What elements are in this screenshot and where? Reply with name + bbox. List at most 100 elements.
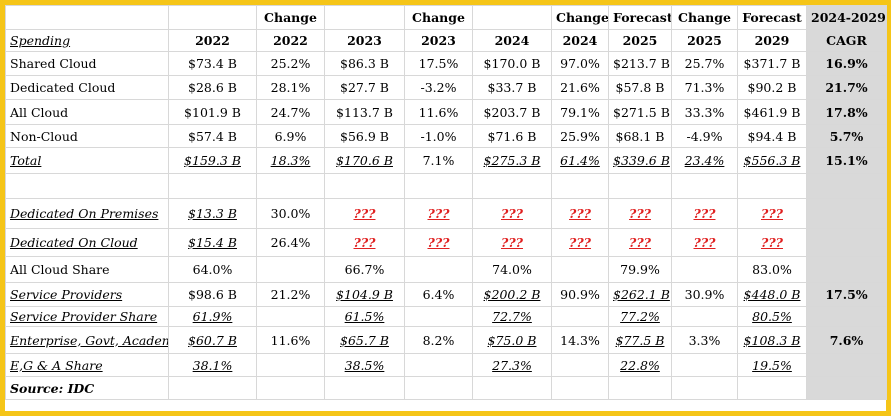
- table-cell: ???: [472, 198, 552, 229]
- table-cell: [404, 256, 473, 283]
- table-cell: 25.7%: [671, 51, 738, 76]
- table-row: Dedicated On Cloud $15.4 B 26.4%??????????…: [5, 228, 887, 257]
- table-cell: $101.9 B: [168, 99, 257, 125]
- table-cell: -1.0%: [404, 124, 473, 148]
- table-cell: 74.0%: [472, 256, 552, 283]
- cagr-cell: [806, 198, 887, 229]
- table-cell: 24.7%: [256, 99, 325, 125]
- source-note: Source: IDC: [5, 376, 169, 400]
- table-cell: 83.0%: [737, 256, 807, 283]
- table-cell: 61.9%: [168, 306, 257, 327]
- col-header: Change: [551, 5, 609, 30]
- table-cell: 38.5%: [324, 353, 405, 377]
- header-row-1: Change Change Change Forecast Change For…: [5, 5, 887, 30]
- table-cell: ???: [324, 228, 405, 257]
- table-cell: 25.2%: [256, 51, 325, 76]
- table-cell: $108.3 B: [737, 326, 807, 354]
- table-row: Total $159.3 B 18.3% $170.6 B 7.1% $275.3 B 61…: [5, 147, 887, 174]
- table-cell: 11.6%: [256, 326, 325, 354]
- table-cell: 18.3%: [256, 147, 325, 174]
- col-header: Change: [671, 5, 738, 30]
- row-label: Total: [5, 147, 169, 174]
- table-cell: 30.0%: [256, 198, 325, 229]
- cagr-cell: 17.8%: [806, 99, 887, 125]
- table-cell: 66.7%: [324, 256, 405, 283]
- row-label: Non-Cloud: [5, 124, 169, 148]
- cagr-cell: 21.7%: [806, 75, 887, 100]
- table-cell: [256, 173, 325, 199]
- row-label: All Cloud: [5, 99, 169, 125]
- table-cell: 97.0%: [551, 51, 609, 76]
- table-cell: 72.7%: [472, 306, 552, 327]
- cagr-cell: 7.6%: [806, 326, 887, 354]
- table-cell: $57.8 B: [608, 75, 672, 100]
- table-cell: 6.9%: [256, 124, 325, 148]
- table-cell: [256, 256, 325, 283]
- table-cell: $271.5 B: [608, 99, 672, 125]
- table-cell: 21.2%: [256, 282, 325, 307]
- row-label: Dedicated On Premises: [5, 198, 169, 229]
- table-row: All Cloud $101.9 B 24.7% $113.7 B 11.6% $203.…: [5, 99, 887, 125]
- table-cell: -4.9%: [671, 124, 738, 148]
- table-cell: ???: [671, 228, 738, 257]
- table-cell: $275.3 B: [472, 147, 552, 174]
- table-cell: $73.4 B: [168, 51, 257, 76]
- table-cell: 80.5%: [737, 306, 807, 327]
- cagr-cell: [806, 228, 887, 257]
- table-cell: $170.6 B: [324, 147, 405, 174]
- table-cell: 30.9%: [671, 282, 738, 307]
- table-cell: $556.3 B: [737, 147, 807, 174]
- table-cell: -3.2%: [404, 75, 473, 100]
- table-cell: 21.6%: [551, 75, 609, 100]
- table-cell: $113.7 B: [324, 99, 405, 125]
- table-cell: $15.4 B: [168, 228, 257, 257]
- table-cell: 3.3%: [671, 326, 738, 354]
- table-cell: $159.3 B: [168, 147, 257, 174]
- col-header: Change: [404, 5, 473, 30]
- table-cell: $90.2 B: [737, 75, 807, 100]
- table-cell: [671, 353, 738, 377]
- table-cell: ???: [737, 198, 807, 229]
- table-cell: [256, 306, 325, 327]
- row-label: All Cloud Share: [5, 256, 169, 283]
- table-cell: $68.1 B: [608, 124, 672, 148]
- table-cell: $65.7 B: [324, 326, 405, 354]
- table-cell: [671, 306, 738, 327]
- table-cell: $75.0 B: [472, 326, 552, 354]
- row-label: [5, 173, 169, 199]
- table-cell: $27.7 B: [324, 75, 405, 100]
- table-cell: 90.9%: [551, 282, 609, 307]
- table-cell: [737, 173, 807, 199]
- table-cell: ???: [404, 228, 473, 257]
- table-cell: 17.5%: [404, 51, 473, 76]
- table-row: [5, 173, 887, 199]
- table-row: Dedicated Cloud $28.6 B 28.1% $27.7 B -3.2% $…: [5, 75, 887, 100]
- table-cell: $448.0 B: [737, 282, 807, 307]
- table-cell: 77.2%: [608, 306, 672, 327]
- table-cell: 27.3%: [472, 353, 552, 377]
- table-cell: $71.6 B: [472, 124, 552, 148]
- table-cell: 38.1%: [168, 353, 257, 377]
- table-cell: [608, 173, 672, 199]
- cagr-cell: [806, 353, 887, 377]
- table-cell: [551, 353, 609, 377]
- table-cell: 7.1%: [404, 147, 473, 174]
- table-cell: 26.4%: [256, 228, 325, 257]
- table-cell: 6.4%: [404, 282, 473, 307]
- row-label: Dedicated On Cloud: [5, 228, 169, 257]
- table-cell: 19.5%: [737, 353, 807, 377]
- table-cell: [671, 173, 738, 199]
- table-cell: $262.1 B: [608, 282, 672, 307]
- table-cell: $28.6 B: [168, 75, 257, 100]
- table-row: Enterprise, Govt, Academia $60.7 B 11.6% $6…: [5, 326, 887, 354]
- cagr-cell: [806, 256, 887, 283]
- table-cell: 79.1%: [551, 99, 609, 125]
- table-cell: [551, 306, 609, 327]
- table-cell: ???: [404, 198, 473, 229]
- row-label: Dedicated Cloud: [5, 75, 169, 100]
- table-row: Service Providers $98.6 B 21.2% $104.9 B 6.4…: [5, 282, 887, 307]
- table-cell: $86.3 B: [324, 51, 405, 76]
- table-cell: ???: [324, 198, 405, 229]
- header-row-2: Spending 2022 2022 2023 2023 2024 2024 2…: [5, 29, 887, 52]
